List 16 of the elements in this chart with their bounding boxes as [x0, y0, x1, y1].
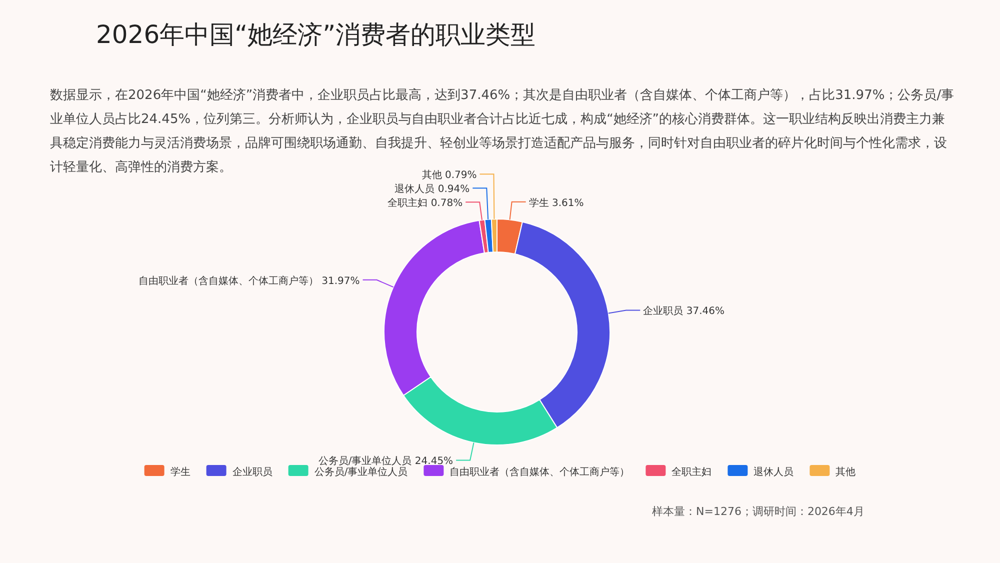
category-label: 自由职业者（含自媒体、个体工商户等） 31.97%	[138, 276, 360, 287]
category-label: 退休人员 0.94%	[394, 184, 470, 196]
category-label: 企业职员 37.46%	[643, 306, 724, 318]
category-label: 学生 3.61%	[528, 198, 584, 209]
category-label: 全职主妇 0.78%	[388, 198, 463, 210]
category-label: 其他 0.79%	[422, 170, 477, 182]
text: 样本量：N=1276；调研时间：2026年4月	[652, 504, 864, 519]
category-label: 公务员/事业单位人员 24.45%	[318, 456, 454, 468]
legend-label: 企业职员	[232, 466, 272, 478]
legend-label: 全职主妇	[672, 466, 712, 478]
legend-label: 自由职业者（含自媒体、个体工商户等）	[450, 466, 630, 478]
chart-title: 2026年中国“她经济”消费者的职业类型	[96, 19, 536, 51]
legend-label: 其他	[836, 466, 856, 478]
legend-label: 学生	[170, 466, 190, 478]
legend-label: 公务员/事业单位人员	[314, 466, 408, 478]
legend-label: 退休人员	[754, 466, 794, 478]
